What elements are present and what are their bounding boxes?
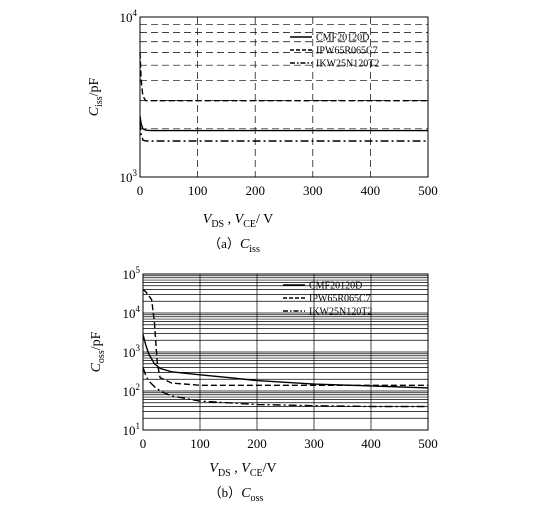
legend-label: IKW25N120T2 bbox=[309, 307, 372, 318]
y-label-var: C bbox=[87, 106, 102, 116]
x-label-sep: , bbox=[224, 212, 235, 227]
y-label-sub: iss bbox=[94, 96, 105, 107]
caption-sub: iss bbox=[249, 244, 260, 255]
x-tick-label: 400 bbox=[361, 436, 381, 451]
y-tick-base: 10 bbox=[123, 306, 136, 321]
y-tick-base: 10 bbox=[123, 423, 136, 438]
x-label-sub2: CE bbox=[250, 468, 263, 479]
x-label-unit: / V bbox=[256, 212, 273, 227]
x-label-sub2: CE bbox=[243, 219, 256, 230]
y-tick-exp: 1 bbox=[136, 421, 141, 431]
caption-sub: oss bbox=[251, 493, 264, 504]
y-axis-label: Coss/pF bbox=[89, 331, 107, 372]
y-tick-exp: 3 bbox=[133, 168, 138, 178]
y-label-unit: /pF bbox=[89, 331, 104, 350]
series-line-cmf20120d bbox=[139, 116, 428, 132]
x-tick-label: 100 bbox=[188, 183, 208, 198]
x-tick-label: 0 bbox=[137, 183, 144, 198]
x-tick-label: 400 bbox=[361, 183, 381, 198]
y-tick-base: 10 bbox=[123, 345, 136, 360]
x-tick-label: 500 bbox=[418, 436, 438, 451]
x-tick-label: 200 bbox=[245, 183, 265, 198]
x-label-unit: /V bbox=[263, 461, 277, 476]
y-tick-label: 101 bbox=[123, 421, 141, 438]
y-label-var: C bbox=[89, 362, 104, 372]
x-label-sub1: DS bbox=[218, 468, 231, 479]
x-label-var1: V bbox=[209, 461, 219, 476]
y-tick-base: 10 bbox=[120, 170, 133, 185]
legend: CMF20120D IPW65R065C7 IKW25N120T2 bbox=[283, 281, 372, 318]
series-line-ipw65r065c7 bbox=[139, 52, 428, 102]
y-tick-base: 10 bbox=[123, 384, 136, 399]
x-label-var2: V bbox=[241, 461, 251, 476]
x-tick-label: 300 bbox=[304, 436, 324, 451]
series-line-cmf20120d bbox=[142, 334, 429, 389]
x-axis-label: VDS , VCE/V bbox=[209, 461, 276, 479]
y-tick-exp: 2 bbox=[136, 382, 141, 392]
x-label-sep: , bbox=[231, 461, 242, 476]
y-tick-label: 103 bbox=[120, 168, 138, 185]
chart-coss: CMF20120D IPW65R065C7 IKW25N120T2 0 100 200 30… bbox=[89, 265, 438, 504]
y-axis-label: Ciss/pF bbox=[87, 78, 105, 117]
y-tick-base: 10 bbox=[123, 267, 136, 282]
legend: CMF20120D IPW65R065C7 IKW25N120T2 bbox=[290, 33, 379, 70]
caption-var: C bbox=[241, 486, 251, 501]
x-tick-label: 100 bbox=[190, 436, 210, 451]
series-line-ikw25n120t2 bbox=[142, 367, 428, 408]
legend-label: IPW65R065C7 bbox=[316, 46, 378, 57]
legend-label: CMF20120D bbox=[309, 281, 362, 292]
x-tick-label: 300 bbox=[303, 183, 323, 198]
plot-frame bbox=[139, 16, 429, 178]
x-tick-label: 0 bbox=[140, 436, 147, 451]
caption-var: C bbox=[240, 237, 250, 252]
x-tick-label: 200 bbox=[247, 436, 267, 451]
plot-frame bbox=[142, 273, 429, 431]
caption-prefix: （b） bbox=[209, 485, 242, 500]
y-tick-exp: 4 bbox=[136, 304, 141, 314]
y-tick-label: 104 bbox=[123, 304, 141, 321]
y-tick-label: 103 bbox=[123, 343, 141, 360]
chart-ciss: CMF20120D IPW65R065C7 IKW25N120T2 0 100 200 30… bbox=[87, 8, 438, 255]
y-label-unit: /pF bbox=[87, 78, 102, 97]
legend-label: CMF20120D bbox=[316, 33, 369, 44]
caption-prefix: （a） bbox=[208, 236, 240, 251]
x-label-var1: V bbox=[203, 212, 213, 227]
y-tick-label: 102 bbox=[123, 382, 141, 399]
series-line-ikw25n120t2 bbox=[139, 122, 428, 142]
y-tick-exp: 5 bbox=[136, 265, 141, 275]
y-tick-label: 104 bbox=[120, 8, 138, 25]
legend-label: IPW65R065C7 bbox=[309, 294, 371, 305]
series-line-ipw65r065c7 bbox=[142, 288, 428, 386]
y-tick-base: 10 bbox=[120, 10, 133, 25]
y-tick-exp: 4 bbox=[133, 8, 138, 18]
x-label-var2: V bbox=[235, 212, 245, 227]
y-tick-label: 105 bbox=[123, 265, 141, 282]
chart-caption: （a）Ciss bbox=[208, 236, 260, 255]
x-tick-label: 500 bbox=[418, 183, 438, 198]
y-label-sub: oss bbox=[96, 350, 107, 363]
chart-caption: （b）Coss bbox=[209, 485, 264, 504]
x-label-sub1: DS bbox=[211, 219, 224, 230]
y-tick-exp: 3 bbox=[136, 343, 141, 353]
x-axis-label: VDS , VCE/ V bbox=[203, 212, 273, 230]
legend-label: IKW25N120T2 bbox=[316, 59, 379, 70]
